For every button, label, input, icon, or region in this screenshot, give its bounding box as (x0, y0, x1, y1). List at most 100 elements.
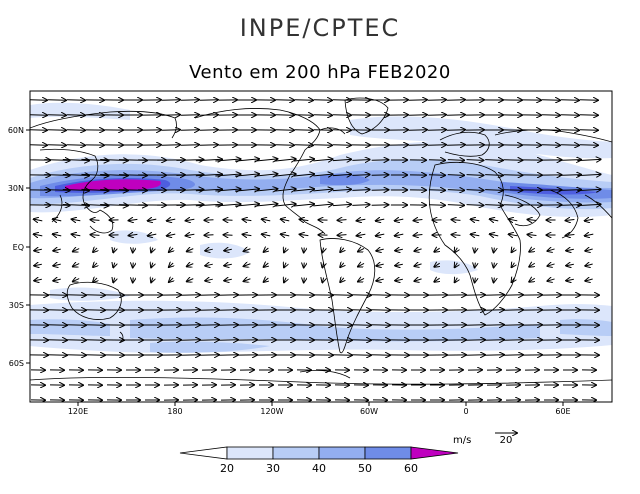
wind-vector (53, 264, 61, 266)
wind-vector (62, 174, 89, 175)
lon-tick-label: 0 (463, 407, 468, 416)
wind-vector (281, 219, 290, 221)
wind-vector (304, 278, 305, 283)
wind-vector (129, 234, 138, 235)
wind-vector (332, 189, 351, 190)
wind-vector (66, 130, 85, 131)
wind-vector (186, 219, 195, 220)
wind-vector (352, 205, 369, 206)
wind-vector (585, 279, 593, 281)
reference-vector-unit: m/s (453, 435, 471, 446)
lon-tick-label: 60W (360, 407, 378, 416)
wind-vector (395, 219, 404, 221)
wind-vector (47, 115, 66, 116)
wind-vector (447, 190, 464, 191)
wind-vector (466, 205, 484, 206)
wind-vector (529, 278, 535, 281)
wind-vector (195, 204, 222, 205)
wind-vector (447, 205, 464, 206)
wind-vector (434, 263, 439, 267)
wind-vector (100, 189, 128, 190)
wind-vector (560, 115, 579, 116)
wind-vector (151, 278, 153, 283)
wind-vector (558, 175, 581, 176)
lat-tick-label: EQ (13, 243, 24, 252)
wind-vector (475, 278, 476, 283)
wind-vector (566, 219, 575, 220)
wind-vector (113, 278, 115, 283)
wind-vector (195, 174, 222, 175)
wind-vector (528, 220, 537, 221)
wind-vector (512, 248, 515, 252)
wind-vector (62, 204, 89, 205)
wind-vector (274, 174, 296, 176)
wind-vector (180, 130, 199, 131)
wind-vector (129, 219, 138, 220)
wind-vector (332, 159, 351, 160)
wind-vector (62, 159, 89, 160)
wind-vector (293, 189, 314, 191)
wind-vector (541, 115, 560, 116)
wind-vector (176, 205, 203, 206)
wind-vector (376, 279, 384, 281)
wind-vector (133, 263, 134, 268)
wind-vector (528, 235, 537, 236)
wind-vector (490, 234, 499, 236)
colorbar: 20 30 40 50 60 (179, 446, 459, 475)
wind-vector (100, 204, 128, 205)
lat-tick-label: 30S (9, 301, 24, 310)
wind-vector (274, 159, 296, 161)
wind-vector (494, 248, 495, 253)
wind-vector (340, 263, 344, 267)
wind-vector (66, 115, 85, 116)
longitude-axis: 120E 180 120W 60W 0 60E (68, 402, 571, 416)
wind-vector (376, 249, 384, 251)
wind-vector (234, 159, 259, 161)
wind-vector (541, 100, 560, 101)
wind-vector (73, 279, 80, 282)
wind-vector (395, 249, 403, 250)
wind-vector (304, 248, 305, 253)
wind-vector (151, 248, 153, 253)
wind-vector (254, 159, 278, 161)
wind-vector (494, 278, 495, 283)
wind-vector (466, 190, 484, 191)
wind-vector (264, 278, 269, 282)
reference-vector: m/s 20 (453, 433, 517, 446)
wind-vector (244, 264, 251, 267)
wind-vector (560, 145, 579, 146)
wind-vector (205, 264, 213, 266)
wind-vector (47, 130, 66, 131)
lon-tick-label: 120W (260, 407, 283, 416)
wind-vector (53, 279, 61, 281)
wind-vector (414, 249, 422, 251)
wind-vector (81, 174, 108, 175)
wind-vector (34, 234, 43, 236)
colorbar-box (318, 446, 366, 460)
wind-vector (414, 279, 422, 281)
wind-vector (224, 249, 232, 251)
colorbar-box (272, 446, 320, 460)
wind-vector (264, 263, 269, 267)
wind-vector (558, 190, 581, 191)
wind-vector (167, 234, 176, 236)
wind-vector (541, 145, 560, 146)
wind-vector (340, 278, 344, 282)
wind-vector (577, 174, 600, 175)
wind-vector (376, 264, 384, 266)
wind-vector (494, 263, 495, 268)
wind-vector (176, 160, 203, 161)
wind-vector (358, 263, 365, 266)
colorbar-box (364, 446, 412, 460)
wind-vector (560, 100, 579, 101)
wind-vector (447, 175, 464, 176)
wind-vector (585, 264, 593, 266)
colorbar-label: 30 (266, 462, 280, 475)
wind-vector (176, 175, 203, 176)
wind-vector (205, 249, 213, 251)
wind-vector (224, 264, 232, 266)
wind-vector (466, 175, 484, 176)
wind-vector (254, 174, 278, 176)
wind-vector (485, 190, 503, 191)
wind-vector (395, 279, 403, 280)
